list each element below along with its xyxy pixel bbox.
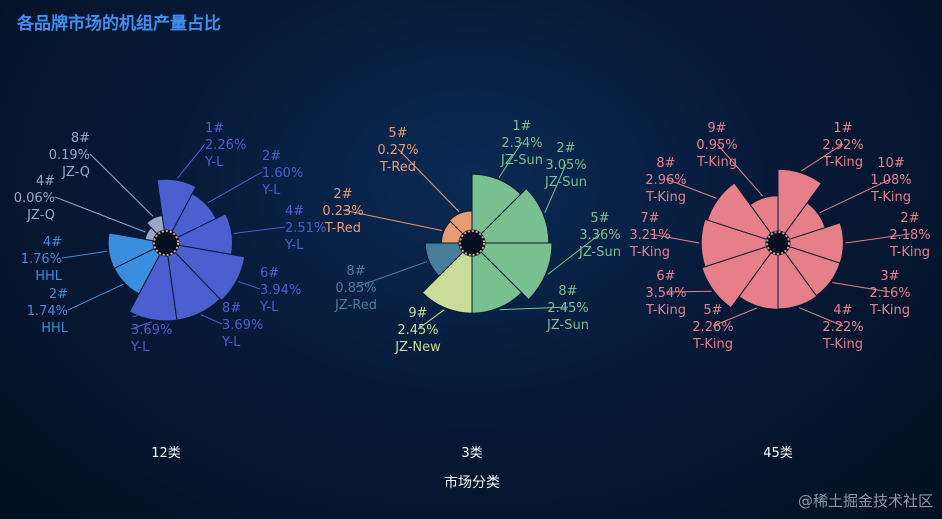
rose-2-leader-0 — [801, 143, 844, 172]
rose-2-label-0: 1# 2.92% T-King — [822, 121, 864, 170]
x-category-45: 45类 — [763, 446, 793, 461]
rose-1-label-6: 2# 0.23% T-Red — [322, 187, 363, 236]
rose-0-leader-1 — [207, 171, 263, 204]
rose-0-leader-8 — [54, 196, 146, 233]
rose-0-leader-2 — [233, 226, 286, 234]
rose-0-label-5: 9# 3.69% Y-L — [130, 306, 172, 355]
rose-2-leader-7 — [649, 233, 700, 244]
rose-2-leader-1 — [819, 178, 892, 214]
rose-2-label-8: 8# 2.96% T-King — [645, 156, 687, 205]
rose-1-leader-5 — [355, 261, 428, 288]
rose-2-wedge-3[interactable] — [784, 246, 841, 297]
rose-0-label-8: 4# 0.06% JZ-Q — [14, 174, 55, 223]
rose-2-wedge-9[interactable] — [749, 195, 779, 234]
rose-0-label-9: 8# 0.19% JZ-Q — [49, 131, 90, 180]
rose-2-wedge-7[interactable] — [700, 218, 768, 268]
rose-2-label-9: 9# 0.95% T-King — [696, 121, 738, 170]
rose-1-leader-1 — [544, 163, 567, 214]
rose-1-label-2: 5# 3.36% JZ-Sun — [578, 211, 621, 260]
rose-2-label-6: 6# 3.54% T-King — [645, 269, 687, 318]
rose-0-leader-5 — [130, 321, 153, 330]
rose-1-label-1: 2# 3.05% JZ-Sun — [544, 141, 587, 190]
rose-2-leader-8 — [665, 178, 717, 199]
rose-0-wedge-0[interactable] — [156, 178, 197, 233]
rose-0-leader-4 — [200, 314, 223, 325]
rose-0-label-4: 8# 3.69% Y-L — [221, 301, 263, 350]
x-category-12: 12类 — [151, 446, 181, 461]
rose-1-wedge-7[interactable] — [448, 210, 473, 235]
rose-1-leader-0 — [498, 141, 523, 178]
rose-2-leader-6 — [665, 290, 712, 293]
rose-2-leader-2 — [845, 233, 911, 244]
rose-0-leader-3 — [238, 281, 261, 290]
rose-1-wedge-4[interactable] — [421, 251, 473, 314]
rose-1-label-0: 1# 2.34% JZ-Sun — [500, 119, 543, 168]
rose-2-label-5: 5# 2.26% T-King — [692, 303, 734, 352]
rose-0: 1# 2.26% Y-L 2# 1.60% Y-L 4# 2.51% Y-L 6# 3.94% Y-L… — [14, 121, 327, 355]
rose-1-leader-2 — [547, 233, 601, 275]
rose-0-leader-6 — [67, 283, 124, 311]
x-axis-title: 市场分类 — [444, 475, 500, 491]
rose-2-wedge-6[interactable] — [701, 246, 772, 309]
rose-0-wedge-7[interactable] — [107, 232, 155, 269]
rose-0-hub — [153, 230, 179, 256]
rose-1-label-4: 9# 2.45% JZ-New — [394, 306, 441, 355]
rose-1-label-3: 8# 2.45% JZ-Sun — [546, 284, 589, 333]
rose-0-label-6: 2# 1.74% HHL — [27, 287, 69, 336]
rose-0-label-1: 2# 1.60% Y-L — [261, 149, 303, 198]
rose-0-leader-9 — [89, 153, 154, 217]
rose-2-label-1: 10# 1.08% T-King — [870, 156, 912, 205]
rose-2-wedge-0[interactable] — [777, 168, 823, 234]
rose-1-wedge-1[interactable] — [480, 187, 550, 244]
rose-2-label-3: 3# 2.16% T-King — [869, 269, 911, 318]
rose-0-label-2: 4# 2.51% Y-L — [284, 204, 326, 253]
rose-0-label-0: 1# 2.26% Y-L — [204, 121, 246, 170]
rose-2-leader-3 — [832, 281, 891, 293]
rose-0-leader-0 — [177, 143, 206, 179]
rose-2-leader-5 — [712, 307, 758, 327]
chart-title: 各品牌市场的机组产量占比 — [17, 14, 221, 34]
rose-0-label-3: 6# 3.94% Y-L — [259, 266, 301, 315]
rose-1-leader-3 — [499, 306, 569, 311]
rose-1-wedge-3[interactable] — [471, 251, 523, 314]
rose-1-label-7: 5# 0.27% T-Red — [377, 126, 418, 175]
rose-0-leader-7 — [61, 250, 107, 259]
rose-1-label-5: 8# 0.85% JZ-Red — [334, 264, 377, 313]
rose-2-leader-4 — [798, 307, 844, 327]
rose-2-label-2: 2# 2.18% T-King — [889, 211, 931, 260]
rose-2-label-4: 4# 2.22% T-King — [822, 303, 864, 352]
x-category-3: 3类 — [461, 446, 483, 461]
rose-0-label-7: 4# 1.76% HHL — [21, 235, 63, 284]
rose-2: 1# 2.92% T-King 10# 1.08% T-King 2# 2.18% T-King… — [629, 121, 931, 352]
rose-2-hub — [766, 231, 790, 255]
watermark: @稀土掘金技术社区 — [797, 492, 933, 510]
rose-1-hub — [459, 230, 485, 256]
rose-2-label-7: 7# 3.21% T-King — [629, 211, 671, 260]
rose-2-leader-9 — [716, 143, 764, 197]
rose-1-leader-6 — [342, 209, 443, 232]
rose-1-leader-4 — [417, 309, 445, 330]
rose-1-leader-7 — [397, 148, 460, 212]
